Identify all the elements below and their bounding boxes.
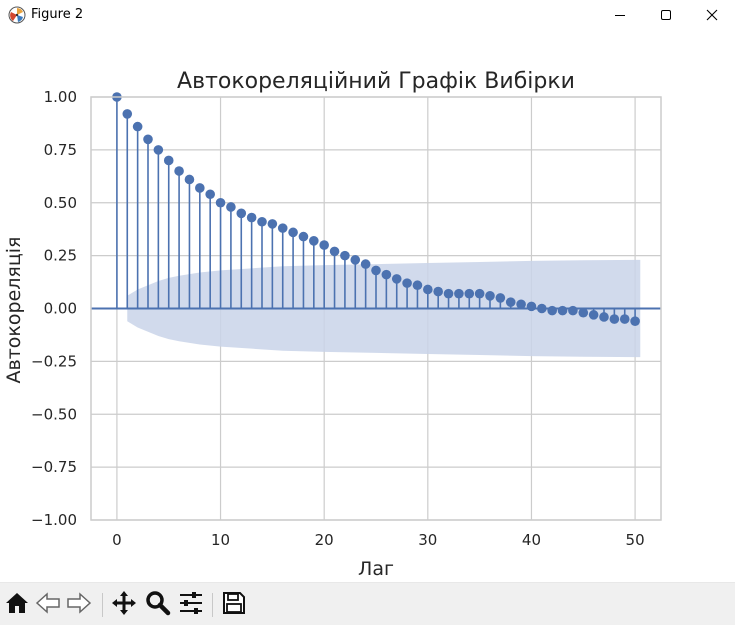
- y-tick-label: 1.00: [44, 88, 77, 106]
- acf-point: [557, 305, 568, 316]
- acf-point: [267, 219, 278, 229]
- x-tick-label: 30: [418, 531, 437, 549]
- y-tick-label: −1.00: [31, 511, 77, 529]
- x-tick-label: 20: [315, 531, 334, 549]
- acf-point: [298, 231, 309, 242]
- acf-point: [412, 280, 423, 291]
- save-button[interactable]: [221, 592, 247, 618]
- y-axis-label: Автокореляція: [3, 237, 25, 384]
- acf-point: [495, 293, 506, 303]
- acf-point: [174, 166, 184, 176]
- close-icon: [706, 9, 718, 21]
- configure-subplots-icon: [178, 590, 204, 620]
- acf-point: [184, 174, 195, 185]
- x-tick-label: 10: [211, 531, 230, 549]
- acf-point: [153, 145, 164, 155]
- x-axis-label: Лаг: [358, 558, 394, 580]
- y-tick-label: −0.25: [31, 352, 77, 370]
- forward-arrow-icon: [66, 592, 92, 618]
- home-button[interactable]: [4, 592, 30, 618]
- acf-point: [609, 314, 620, 324]
- acf-point: [464, 288, 475, 299]
- x-tick-label: 40: [522, 531, 541, 549]
- acf-point: [329, 246, 340, 257]
- acf-point: [537, 303, 547, 314]
- acf-point: [588, 310, 599, 320]
- y-tick-label: −0.75: [31, 458, 77, 476]
- figure-canvas[interactable]: 0 10 20 30 40 50 1.00 0.75 0.50 0.25 0.00 −0.25 −0.…: [0, 30, 735, 582]
- acf-point: [454, 288, 464, 299]
- window-title: Figure 2: [31, 7, 84, 22]
- x-tick-label: 50: [626, 531, 645, 549]
- maximize-icon: [660, 9, 672, 21]
- acf-point: [433, 286, 443, 297]
- acf-point: [474, 288, 485, 299]
- acf-point: [205, 189, 215, 200]
- acf-point: [619, 314, 630, 324]
- acf-point: [599, 312, 609, 322]
- acf-point: [391, 274, 402, 284]
- acf-point: [340, 250, 350, 261]
- x-tick-label: 0: [112, 531, 122, 549]
- axes-frame: [90, 96, 662, 521]
- acf-point: [505, 297, 516, 307]
- acf-point: [350, 255, 361, 265]
- acf-point: [288, 227, 298, 238]
- zoom-button[interactable]: [145, 590, 171, 620]
- acf-point: [547, 305, 557, 316]
- home-icon: [5, 592, 29, 618]
- back-arrow-icon: [35, 592, 61, 618]
- acf-chart: 0 10 20 30 40 50 1.00 0.75 0.50 0.25 0.00 −0.25 −0.…: [3, 69, 662, 580]
- acf-point: [568, 305, 578, 316]
- acf-point: [381, 269, 392, 280]
- acf-point: [257, 216, 267, 227]
- acf-point: [122, 109, 133, 119]
- acf-point: [423, 284, 433, 295]
- acf-point: [630, 316, 640, 326]
- window-titlebar: Figure 2: [0, 0, 735, 30]
- acf-point: [143, 134, 153, 145]
- back-button[interactable]: [35, 592, 61, 618]
- acf-point: [526, 301, 537, 312]
- toolbar-separator: [212, 593, 213, 617]
- minimize-icon: [614, 9, 626, 21]
- acf-point: [226, 202, 236, 212]
- matplotlib-icon: [8, 6, 26, 24]
- save-icon: [222, 591, 246, 619]
- acf-point: [578, 307, 589, 318]
- y-tick-labels: 1.00 0.75 0.50 0.25 0.00 −0.25 −0.50 −0.75 −1.00: [31, 88, 77, 529]
- acf-point: [443, 288, 454, 299]
- y-tick-label: 0.25: [44, 247, 77, 265]
- toolbar-separator: [102, 593, 103, 617]
- acf-point: [236, 208, 247, 219]
- acf-point: [132, 121, 143, 132]
- navigation-toolbar: [0, 582, 735, 625]
- forward-button[interactable]: [66, 592, 92, 618]
- x-tick-labels: 0 10 20 30 40 50: [112, 531, 645, 549]
- zoom-icon: [145, 590, 171, 620]
- pan-icon: [111, 590, 137, 620]
- acf-point: [246, 212, 257, 223]
- pan-button[interactable]: [111, 590, 137, 620]
- acf-point: [402, 278, 412, 288]
- acf-point: [195, 183, 205, 193]
- acf-point: [163, 155, 174, 166]
- acf-point: [309, 236, 319, 246]
- acf-point: [215, 197, 226, 208]
- maximize-button[interactable]: [643, 0, 689, 30]
- acf-point: [360, 259, 371, 269]
- acf-point: [485, 291, 495, 301]
- y-tick-label: 0.50: [44, 194, 77, 212]
- configure-subplots-button[interactable]: [178, 592, 204, 618]
- acf-point: [371, 265, 381, 276]
- chart-title: Автокореляційний Графік Вибірки: [177, 69, 575, 94]
- acf-point: [277, 223, 288, 233]
- y-tick-label: −0.50: [31, 405, 77, 423]
- acf-point: [516, 299, 526, 310]
- y-tick-label: 0.75: [44, 141, 77, 159]
- close-button[interactable]: [689, 0, 735, 30]
- acf-point: [319, 240, 329, 250]
- minimize-button[interactable]: [597, 0, 643, 30]
- y-tick-label: 0.00: [44, 300, 77, 318]
